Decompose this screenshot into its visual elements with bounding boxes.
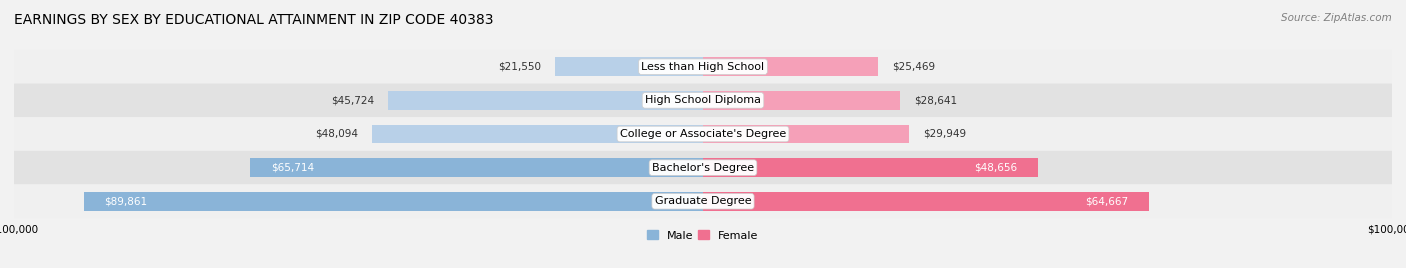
FancyBboxPatch shape [14,184,1392,218]
Bar [371,125,703,143]
Bar [703,125,910,143]
Text: Source: ZipAtlas.com: Source: ZipAtlas.com [1281,13,1392,23]
FancyBboxPatch shape [14,117,1392,151]
Bar [703,91,900,110]
Text: College or Associate's Degree: College or Associate's Degree [620,129,786,139]
Text: $45,724: $45,724 [330,95,374,105]
Bar [703,158,1038,177]
Bar [703,58,879,76]
Text: $21,550: $21,550 [498,62,541,72]
Bar [703,192,1149,210]
Text: $89,861: $89,861 [104,196,148,206]
Text: $25,469: $25,469 [893,62,935,72]
Text: $48,094: $48,094 [315,129,359,139]
Bar [388,91,703,110]
Text: $48,656: $48,656 [974,163,1018,173]
Bar [250,158,703,177]
Bar [554,58,703,76]
Text: EARNINGS BY SEX BY EDUCATIONAL ATTAINMENT IN ZIP CODE 40383: EARNINGS BY SEX BY EDUCATIONAL ATTAINMEN… [14,13,494,27]
Text: $29,949: $29,949 [924,129,966,139]
Legend: Male, Female: Male, Female [643,226,763,245]
FancyBboxPatch shape [14,84,1392,117]
Bar [84,192,703,210]
FancyBboxPatch shape [14,151,1392,184]
Text: Less than High School: Less than High School [641,62,765,72]
Text: $65,714: $65,714 [271,163,314,173]
Text: $28,641: $28,641 [914,95,957,105]
Text: Bachelor's Degree: Bachelor's Degree [652,163,754,173]
Text: High School Diploma: High School Diploma [645,95,761,105]
FancyBboxPatch shape [14,50,1392,84]
Text: Graduate Degree: Graduate Degree [655,196,751,206]
Text: $64,667: $64,667 [1084,196,1128,206]
